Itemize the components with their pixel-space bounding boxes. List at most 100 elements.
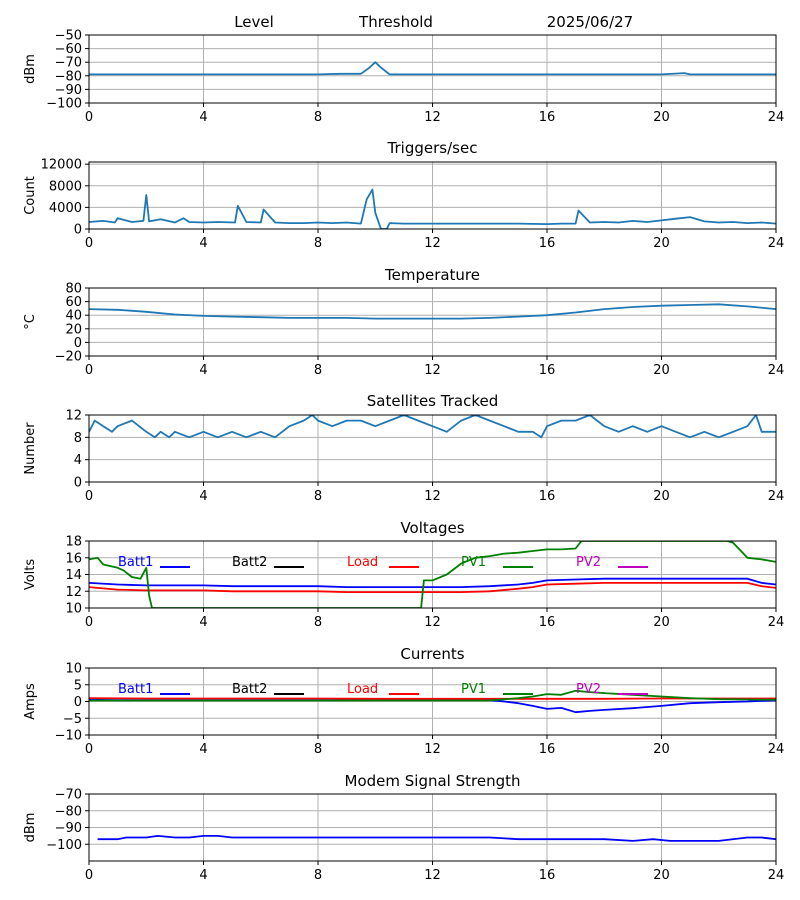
- x-tick-label: 24: [768, 742, 785, 757]
- y-axis-label: dBm: [23, 54, 38, 84]
- x-tick-label: 16: [539, 742, 556, 757]
- x-tick-label: 0: [85, 236, 93, 251]
- x-tick-label: 12: [424, 236, 441, 251]
- x-tick-label: 24: [768, 363, 785, 378]
- chart-title: Satellites Tracked: [367, 392, 498, 410]
- y-tick-label: −70: [55, 788, 82, 803]
- y-tick-label: −90: [55, 83, 82, 98]
- x-tick-label: 12: [424, 868, 441, 883]
- y-tick-label: 4000: [49, 201, 82, 216]
- series-line-pv1: [89, 689, 776, 702]
- x-tick-label: 0: [85, 615, 93, 630]
- y-tick-label: 5: [74, 678, 82, 693]
- legend-label: Load: [347, 555, 378, 570]
- series-line: [97, 835, 776, 842]
- legend-label: PV1: [461, 682, 486, 697]
- legend-label: Batt1: [118, 682, 153, 697]
- x-tick-label: 12: [424, 742, 441, 757]
- x-tick-label: 16: [539, 868, 556, 883]
- y-tick-label: 18: [65, 535, 82, 550]
- chart-title: Triggers/sec: [387, 139, 478, 157]
- y-tick-label: −80: [55, 69, 82, 84]
- series-line-load: [89, 582, 776, 593]
- x-tick-label: 8: [314, 615, 322, 630]
- y-axis-label: Amps: [23, 683, 38, 720]
- x-tick-label: 16: [539, 489, 556, 504]
- y-tick-label: 16: [65, 551, 82, 566]
- series-line-batt1: [89, 577, 776, 588]
- y-tick-label: −5: [63, 712, 82, 727]
- x-tick-label: 4: [199, 110, 207, 125]
- y-tick-label: 0: [74, 476, 82, 491]
- x-tick-label: 12: [424, 615, 441, 630]
- legend-label: Batt2: [232, 555, 267, 570]
- x-tick-label: 16: [539, 615, 556, 630]
- x-tick-label: 20: [653, 363, 670, 378]
- chart-panel-0: 0 4 8 12 16 20 24 −50−60−70−80−90−100 dBm: [23, 29, 784, 126]
- chart-title: Currents: [400, 645, 464, 663]
- y-tick-label: −10: [55, 729, 82, 744]
- y-tick-label: −100: [46, 97, 82, 112]
- legend-label: Batt2: [232, 682, 267, 697]
- x-tick-label: 4: [199, 363, 207, 378]
- x-tick-label: 0: [85, 868, 93, 883]
- y-tick-label: −20: [55, 350, 82, 365]
- y-tick-label: 0: [74, 336, 82, 351]
- x-tick-label: 24: [768, 868, 785, 883]
- x-tick-label: 20: [653, 615, 670, 630]
- series-line-pv1: [89, 541, 776, 608]
- y-tick-label: 14: [65, 568, 82, 583]
- x-tick-label: 4: [199, 236, 207, 251]
- y-tick-label: 12000: [41, 158, 82, 173]
- x-tick-label: 4: [199, 868, 207, 883]
- x-tick-label: 20: [653, 742, 670, 757]
- header-level: Level: [234, 13, 274, 31]
- legend-label: Batt1: [118, 555, 153, 570]
- series-line: [89, 415, 776, 439]
- x-tick-label: 12: [424, 110, 441, 125]
- x-tick-label: 20: [653, 110, 670, 125]
- header-threshold: Threshold: [358, 13, 433, 31]
- x-tick-label: 4: [199, 742, 207, 757]
- y-tick-label: −60: [55, 42, 82, 57]
- chart-title: Temperature: [384, 266, 480, 284]
- x-tick-label: 24: [768, 110, 785, 125]
- x-tick-label: 16: [539, 110, 556, 125]
- x-tick-label: 20: [653, 489, 670, 504]
- legend-label: PV2: [576, 555, 601, 570]
- series-line: [89, 188, 776, 229]
- x-tick-label: 8: [314, 489, 322, 504]
- y-tick-label: 0: [74, 695, 82, 710]
- y-tick-label: 8000: [49, 179, 82, 194]
- legend-label: Load: [347, 682, 378, 697]
- y-tick-label: −90: [55, 821, 82, 836]
- x-tick-label: 8: [314, 236, 322, 251]
- x-tick-label: 16: [539, 236, 556, 251]
- x-tick-label: 8: [314, 742, 322, 757]
- y-axis-label: Number: [23, 422, 38, 475]
- y-axis-label: Volts: [23, 559, 38, 591]
- x-tick-label: 8: [314, 363, 322, 378]
- y-axis-label: Count: [23, 176, 38, 215]
- y-axis-label: °C: [23, 314, 38, 330]
- x-tick-label: 0: [85, 110, 93, 125]
- header-date: 2025/06/27: [547, 13, 633, 31]
- x-tick-label: 4: [199, 489, 207, 504]
- y-tick-label: 10: [65, 662, 82, 677]
- y-tick-label: 20: [65, 322, 82, 337]
- series-line: [89, 61, 776, 76]
- y-tick-label: 4: [74, 453, 82, 468]
- chart-panel-6: 0 4 8 12 16 20 24 −70−80 −90 −100 Modem Signal Str…: [23, 772, 784, 883]
- y-tick-label: −100: [46, 838, 82, 853]
- y-tick-label: 0: [74, 223, 82, 238]
- x-tick-label: 0: [85, 742, 93, 757]
- y-tick-label: 12: [65, 585, 82, 600]
- x-tick-label: 0: [85, 363, 93, 378]
- x-tick-label: 12: [424, 363, 441, 378]
- x-tick-label: 16: [539, 363, 556, 378]
